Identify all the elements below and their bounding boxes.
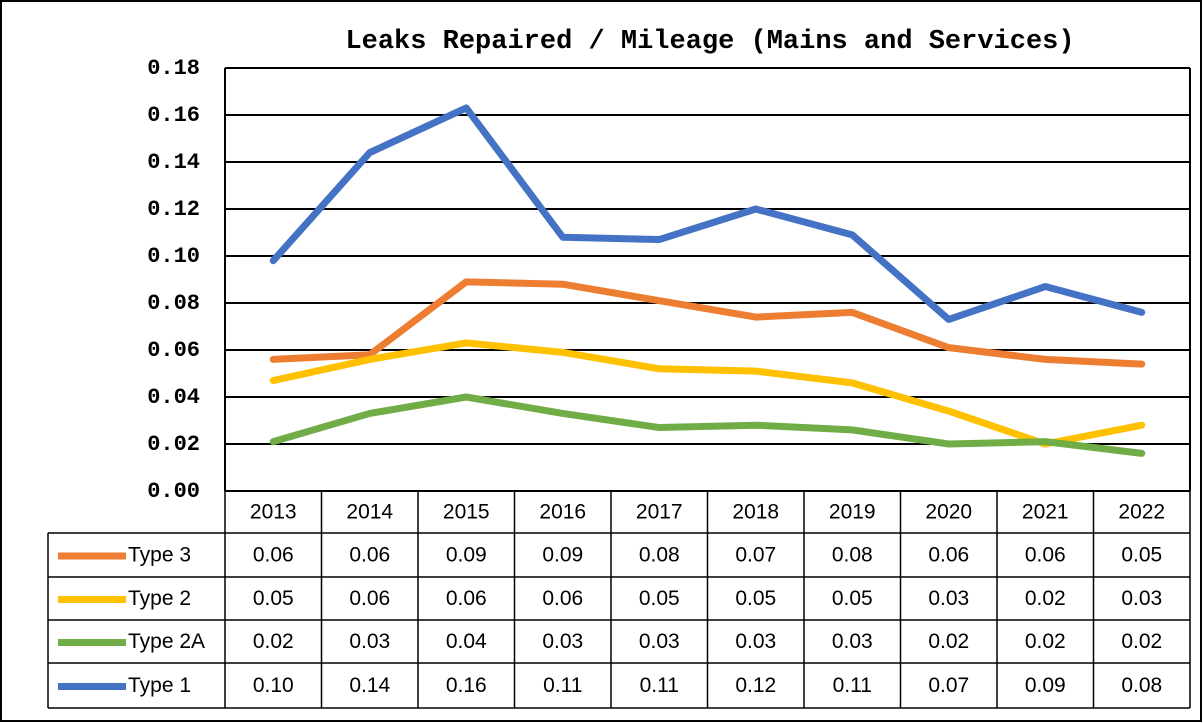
x-tick-label: 2015 (443, 501, 490, 524)
table-value: 0.08 (832, 544, 873, 567)
y-tick-label: 0.08 (147, 291, 200, 316)
table-value: 0.06 (349, 587, 390, 610)
table-value: 0.03 (735, 630, 776, 653)
table-value: 0.03 (349, 630, 390, 653)
x-tick-label: 2021 (1022, 501, 1069, 524)
table-value: 0.03 (542, 630, 583, 653)
x-tick-label: 2018 (732, 501, 779, 524)
table-value: 0.07 (735, 544, 776, 567)
table-value: 0.09 (1025, 674, 1066, 697)
legend-label: Type 2 (128, 587, 191, 610)
table-value: 0.05 (832, 587, 873, 610)
table-value: 0.04 (446, 630, 487, 653)
table-value: 0.12 (735, 674, 776, 697)
x-tick-label: 2017 (636, 501, 683, 524)
legend-label: Type 2A (128, 630, 205, 653)
y-tick-label: 0.02 (147, 432, 200, 457)
table-value: 0.05 (1121, 544, 1162, 567)
table-value: 0.03 (639, 630, 680, 653)
series-line (269, 339, 1146, 448)
legend-label: Type 3 (128, 544, 191, 567)
table-value: 0.14 (349, 674, 390, 697)
table-value: 0.02 (253, 630, 294, 653)
table-value: 0.06 (253, 544, 294, 567)
y-tick-label: 0.18 (147, 56, 200, 81)
table-value: 0.11 (640, 674, 679, 697)
table-value: 0.02 (1121, 630, 1162, 653)
table-value: 0.16 (446, 674, 487, 697)
y-tick-label: 0.06 (147, 338, 200, 363)
table-value: 0.06 (349, 544, 390, 567)
legend-label: Type 1 (128, 674, 191, 697)
y-tick-label: 0.00 (147, 479, 200, 504)
x-tick-label: 2013 (250, 501, 297, 524)
table-value: 0.03 (1121, 587, 1162, 610)
y-tick-label: 0.04 (147, 385, 200, 410)
x-tick-label: 2016 (539, 501, 586, 524)
table-value: 0.06 (1025, 544, 1066, 567)
table-value: 0.06 (542, 587, 583, 610)
table-value: 0.07 (928, 674, 969, 697)
table-value: 0.09 (542, 544, 583, 567)
y-tick-label: 0.10 (147, 244, 200, 269)
table-value: 0.09 (446, 544, 487, 567)
x-tick-label: 2022 (1118, 501, 1165, 524)
table-value: 0.05 (639, 587, 680, 610)
table-value: 0.08 (1121, 674, 1162, 697)
series-line (269, 393, 1146, 457)
table-value: 0.05 (735, 587, 776, 610)
y-tick-label: 0.12 (147, 197, 200, 222)
y-tick-label: 0.14 (147, 150, 200, 175)
x-tick-label: 2014 (346, 501, 393, 524)
y-tick-label: 0.16 (147, 103, 200, 128)
table-value: 0.10 (253, 674, 294, 697)
table-value: 0.02 (1025, 587, 1066, 610)
table-value: 0.03 (832, 630, 873, 653)
table-value: 0.06 (928, 544, 969, 567)
chart-title: Leaks Repaired / Mileage (Mains and Serv… (345, 27, 1074, 57)
table-value: 0.06 (446, 587, 487, 610)
table-value: 0.05 (253, 587, 294, 610)
table-value: 0.02 (1025, 630, 1066, 653)
series-line (269, 278, 1146, 368)
x-tick-label: 2019 (829, 501, 876, 524)
series-line (269, 104, 1146, 323)
table-value: 0.08 (639, 544, 680, 567)
table-value: 0.03 (928, 587, 969, 610)
table-value: 0.11 (833, 674, 872, 697)
table-value: 0.02 (928, 630, 969, 653)
table-value: 0.11 (543, 674, 582, 697)
x-tick-label: 2020 (925, 501, 972, 524)
